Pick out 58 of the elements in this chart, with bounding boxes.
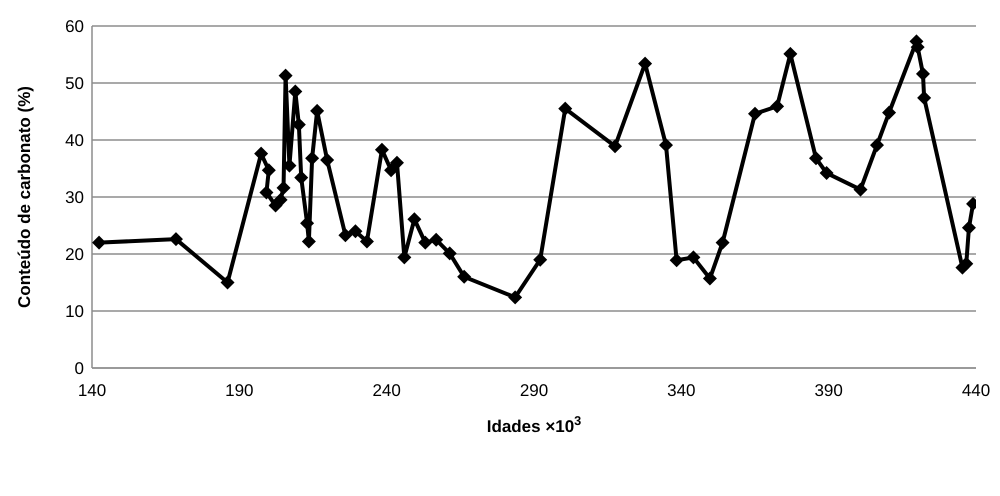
point [870, 138, 884, 152]
point [92, 236, 106, 250]
point [338, 228, 352, 242]
x-tick-label: 290 [520, 381, 548, 400]
x-tick-label: 340 [667, 381, 696, 400]
point [748, 106, 762, 121]
point [686, 250, 700, 264]
point [254, 146, 268, 161]
point [320, 152, 334, 167]
y-axis-title: Conteúdo de carbonato (%) [15, 86, 34, 308]
point [917, 90, 932, 105]
y-tick-label: 10 [65, 302, 84, 322]
point [305, 151, 320, 166]
point [457, 270, 472, 284]
point [442, 246, 457, 260]
point [274, 192, 288, 207]
y-tick-label: 0 [74, 359, 84, 378]
point [853, 182, 868, 197]
point [962, 220, 976, 235]
y-tick-label: 60 [65, 17, 84, 36]
y-tick-label: 30 [65, 188, 84, 208]
point [348, 224, 362, 238]
x-axis-title: Idades ×10$^{3}$ [486, 412, 582, 436]
x-tick-label: 140 [78, 381, 106, 400]
y-tick-label: 40 [65, 131, 84, 150]
point [360, 234, 374, 248]
point [278, 68, 293, 83]
point [659, 138, 674, 152]
point [670, 253, 684, 268]
point [220, 276, 235, 290]
x-tick-label: 190 [225, 381, 254, 400]
point [429, 232, 444, 247]
point [390, 156, 404, 170]
point [820, 166, 834, 180]
point [508, 290, 522, 304]
point [558, 102, 572, 116]
x-tick-label: 440 [962, 381, 990, 400]
point [407, 212, 422, 226]
point [808, 151, 823, 166]
point [882, 106, 896, 120]
point [168, 232, 183, 246]
point [959, 256, 974, 271]
point [262, 163, 276, 178]
point [294, 170, 308, 185]
point [608, 139, 622, 154]
point [259, 185, 274, 200]
point [702, 272, 717, 286]
point [276, 180, 291, 195]
point [770, 99, 784, 114]
point [533, 252, 548, 267]
y-tick-label: 20 [65, 245, 84, 264]
point [418, 236, 432, 250]
x-tick-label: 240 [372, 381, 401, 400]
x-tick-label: 390 [814, 381, 843, 400]
point [716, 236, 730, 250]
point [310, 104, 324, 118]
point [916, 66, 930, 81]
y-tick-label: 50 [65, 74, 84, 94]
